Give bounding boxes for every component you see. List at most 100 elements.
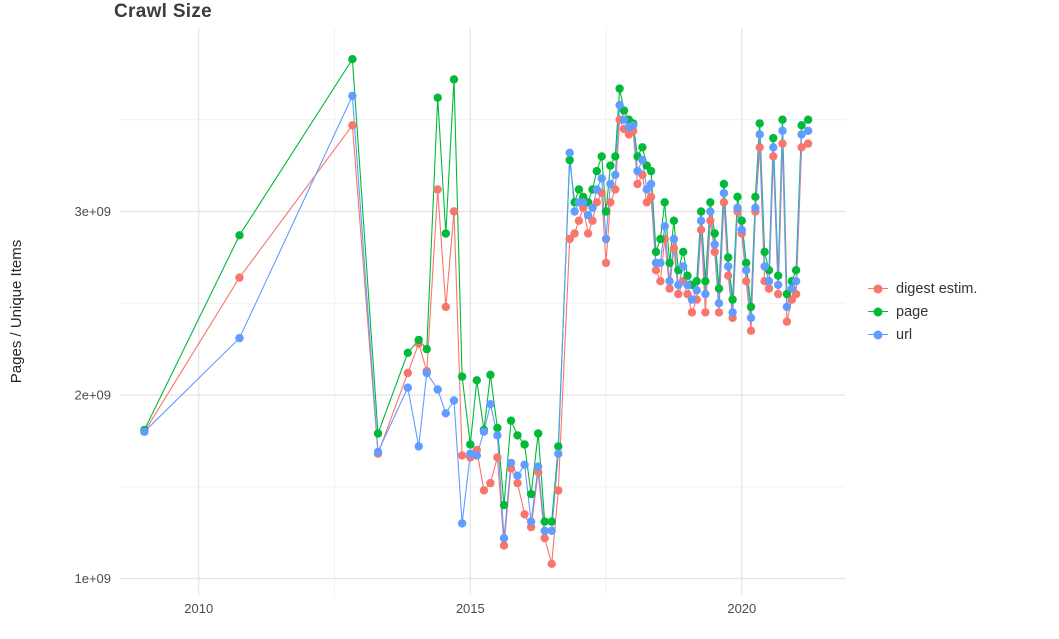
data-point — [774, 280, 783, 290]
data-point — [629, 121, 638, 130]
data-point — [797, 143, 806, 152]
data-point — [769, 143, 778, 152]
legend-key-page-dot-icon — [868, 305, 888, 319]
data-point — [656, 277, 665, 286]
data-point — [449, 207, 459, 216]
data-point — [769, 133, 778, 143]
data-point — [710, 229, 719, 238]
data-point — [570, 229, 579, 238]
data-point — [755, 143, 764, 152]
data-point — [526, 489, 536, 499]
data-point — [724, 262, 733, 271]
data-point — [526, 517, 536, 526]
data-point — [534, 462, 543, 471]
data-point — [724, 253, 733, 262]
data-point — [764, 277, 774, 286]
x-tick-label: 2015 — [456, 601, 485, 616]
data-point — [433, 385, 442, 394]
data-point — [683, 271, 692, 280]
data-point — [803, 139, 813, 148]
data-point — [714, 284, 724, 293]
data-point — [606, 179, 615, 189]
data-point — [764, 284, 774, 293]
data-point — [457, 451, 467, 460]
data-point — [403, 383, 412, 392]
data-point — [547, 559, 556, 568]
data-point — [696, 207, 706, 216]
data-point — [441, 229, 450, 238]
data-point — [235, 273, 244, 282]
data-point — [706, 207, 715, 216]
data-point — [348, 91, 357, 101]
data-point — [737, 216, 746, 225]
data-point — [348, 121, 357, 130]
data-point — [774, 271, 783, 280]
data-point — [441, 302, 450, 312]
data-point — [466, 440, 475, 449]
data-point — [633, 166, 642, 176]
chart-title: Crawl Size — [114, 1, 213, 22]
data-point — [714, 299, 724, 308]
data-point — [499, 533, 509, 543]
data-point — [574, 216, 584, 225]
data-point — [724, 271, 733, 280]
data-point — [746, 313, 756, 323]
data-point — [728, 308, 737, 317]
data-point — [719, 179, 729, 189]
data-point — [683, 280, 692, 290]
data-point — [493, 453, 502, 462]
data-point — [520, 510, 529, 519]
y-tick-label: 1e+09 — [74, 571, 111, 586]
data-point — [540, 526, 549, 535]
data-point — [797, 121, 806, 130]
data-point — [701, 277, 710, 286]
data-point — [646, 179, 656, 189]
data-point — [803, 126, 813, 135]
data-point — [565, 234, 574, 244]
data-point — [615, 84, 624, 93]
data-point — [403, 368, 412, 378]
data-point — [782, 289, 792, 299]
data-point — [540, 517, 549, 526]
data-point — [540, 533, 549, 543]
data-point — [669, 234, 679, 244]
legend-item-page: page — [868, 304, 977, 320]
data-point — [611, 185, 620, 194]
data-point — [597, 174, 606, 183]
data-point — [769, 152, 778, 161]
data-point — [706, 198, 715, 207]
data-point — [696, 216, 706, 225]
data-point — [479, 486, 489, 495]
data-point — [547, 526, 556, 535]
x-tick-label: 2010 — [184, 601, 213, 616]
data-point — [534, 429, 543, 438]
data-point — [403, 348, 412, 357]
data-point — [660, 198, 669, 207]
data-point — [710, 240, 719, 249]
data-point — [554, 486, 563, 495]
data-point — [513, 478, 522, 488]
data-point — [441, 409, 450, 418]
data-point — [733, 203, 742, 212]
data-point — [513, 431, 522, 440]
data-point — [787, 284, 796, 293]
data-point — [728, 295, 737, 304]
data-point — [457, 519, 467, 528]
data-point — [520, 460, 529, 469]
data-point — [499, 541, 509, 550]
data-point — [742, 266, 751, 275]
data-point — [414, 442, 423, 451]
data-point — [486, 400, 495, 409]
data-point — [674, 280, 683, 290]
y-tick-label: 2e+09 — [74, 387, 111, 402]
data-point — [742, 277, 751, 286]
data-point — [433, 185, 442, 194]
data-point — [755, 130, 764, 139]
data-point — [422, 344, 431, 354]
data-point — [746, 326, 756, 335]
data-point — [606, 198, 615, 207]
data-point — [665, 284, 674, 293]
legend: digest estim. page url — [868, 281, 977, 350]
series-line-digest-estim- — [143, 117, 809, 564]
